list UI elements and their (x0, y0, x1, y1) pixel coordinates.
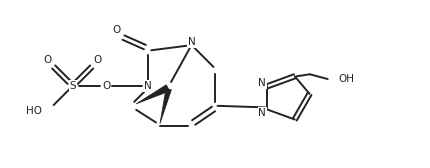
Text: S: S (69, 81, 76, 91)
Text: O: O (112, 25, 120, 35)
Polygon shape (160, 89, 171, 124)
Text: N: N (144, 81, 152, 91)
Polygon shape (136, 85, 169, 104)
Text: O: O (102, 81, 110, 91)
Text: N: N (258, 108, 265, 118)
Text: OH: OH (338, 74, 354, 84)
Text: N: N (258, 78, 265, 88)
Text: N: N (187, 37, 195, 47)
Text: HO: HO (26, 106, 42, 116)
Text: O: O (93, 55, 101, 65)
Text: O: O (43, 55, 52, 65)
